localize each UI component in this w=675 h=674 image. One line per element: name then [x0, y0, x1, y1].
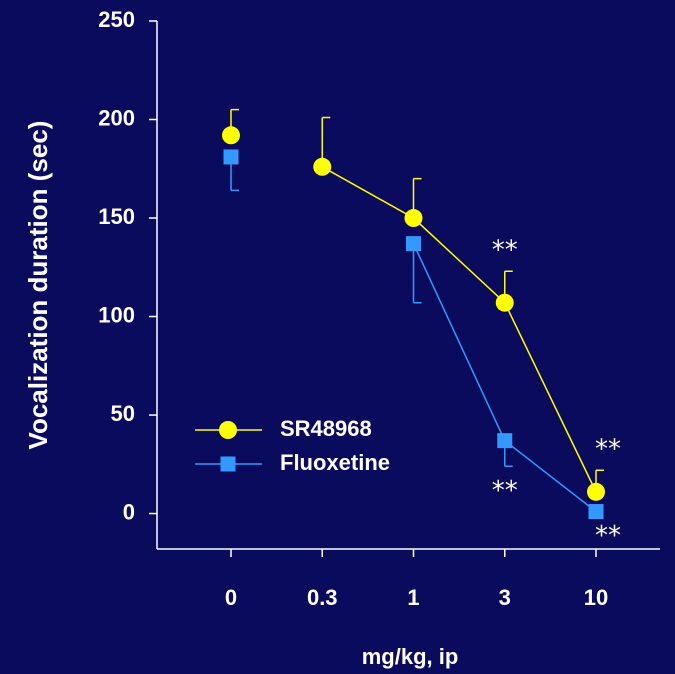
x-tick-label: 1 — [407, 585, 419, 610]
y-tick-label: 250 — [98, 7, 135, 32]
y-tick-label: 100 — [98, 302, 135, 327]
y-tick-label: 150 — [98, 204, 135, 229]
y-tick-label: 50 — [111, 401, 135, 426]
marker — [404, 209, 423, 228]
x-tick-label: 0 — [225, 585, 237, 610]
annotation: ** — [595, 521, 621, 551]
x-axis-title: mg/kg, ip — [362, 644, 459, 669]
marker — [223, 149, 239, 165]
y-axis-title: Vocalization duration (sec) — [23, 121, 53, 450]
legend-label: SR48968 — [280, 416, 372, 441]
marker — [495, 293, 514, 312]
legend-marker — [220, 456, 236, 472]
legend-marker — [219, 421, 237, 439]
series-line — [321, 166, 597, 493]
y-tick-label: 200 — [98, 105, 135, 130]
annotation: ** — [595, 435, 621, 465]
x-tick-label: 3 — [499, 585, 511, 610]
marker — [406, 236, 421, 252]
annotation: ** — [492, 476, 518, 506]
marker — [222, 126, 240, 145]
marker — [497, 433, 513, 449]
marker — [313, 157, 332, 176]
error-bar — [412, 243, 422, 304]
marker — [588, 504, 604, 520]
annotation: ** — [492, 236, 518, 266]
y-tick-label: 0 — [123, 499, 135, 524]
x-tick-label: 0.3 — [307, 585, 338, 610]
marker — [587, 482, 605, 501]
x-tick-label: 10 — [584, 585, 608, 610]
legend-label: Fluoxetine — [280, 450, 390, 475]
